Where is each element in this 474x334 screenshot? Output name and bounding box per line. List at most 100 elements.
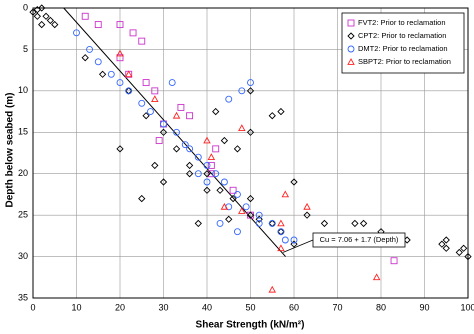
point bbox=[116, 145, 124, 153]
legend-marker bbox=[347, 19, 355, 27]
y-tick-label: 10 bbox=[18, 85, 28, 95]
point bbox=[233, 145, 242, 153]
y-tick-label: 20 bbox=[18, 168, 28, 178]
point bbox=[233, 190, 241, 198]
point bbox=[129, 29, 137, 37]
point bbox=[290, 236, 298, 244]
y-tick-label: 0 bbox=[23, 2, 28, 12]
point bbox=[246, 128, 255, 136]
x-tick-label: 50 bbox=[245, 302, 255, 312]
point bbox=[442, 236, 450, 244]
point bbox=[185, 170, 194, 178]
point bbox=[98, 70, 107, 78]
y-tick-label: 35 bbox=[18, 292, 28, 302]
point bbox=[277, 107, 285, 116]
point bbox=[172, 145, 181, 153]
point bbox=[390, 257, 398, 265]
point bbox=[159, 128, 168, 136]
point bbox=[207, 170, 215, 178]
point bbox=[246, 211, 255, 219]
point bbox=[194, 170, 202, 178]
legend-label: FVT2: Prior to reclamation bbox=[358, 18, 446, 27]
point bbox=[277, 228, 285, 236]
point bbox=[38, 20, 46, 29]
point bbox=[29, 8, 37, 16]
y-tick-label: 5 bbox=[23, 44, 28, 54]
point bbox=[116, 54, 124, 62]
point bbox=[51, 20, 59, 29]
point bbox=[238, 207, 246, 214]
annotation-box bbox=[312, 232, 406, 248]
annotation: Cu = 7.06 + 1.7 (Depth) bbox=[320, 235, 399, 244]
x-tick-label: 60 bbox=[289, 302, 299, 312]
point bbox=[212, 107, 220, 116]
point bbox=[168, 79, 176, 87]
legend-box bbox=[341, 12, 465, 74]
point bbox=[277, 244, 285, 252]
x-tick-label: 80 bbox=[376, 302, 386, 312]
point bbox=[255, 211, 263, 219]
point bbox=[216, 219, 224, 227]
point bbox=[225, 215, 233, 223]
point bbox=[455, 248, 463, 257]
legend-marker bbox=[347, 58, 355, 65]
point bbox=[238, 124, 246, 131]
point bbox=[233, 228, 241, 236]
x-tick-label: 90 bbox=[419, 302, 429, 312]
point bbox=[220, 202, 229, 210]
point bbox=[229, 186, 237, 194]
y-tick-label: 15 bbox=[18, 127, 28, 137]
point bbox=[142, 79, 150, 87]
point bbox=[81, 12, 89, 20]
point bbox=[124, 70, 133, 78]
annotation-arrow bbox=[282, 239, 314, 253]
point bbox=[212, 170, 220, 178]
point bbox=[94, 21, 102, 29]
point bbox=[138, 194, 146, 203]
point bbox=[107, 70, 115, 78]
point bbox=[203, 136, 211, 144]
point bbox=[42, 12, 50, 20]
point bbox=[207, 153, 216, 160]
point bbox=[86, 45, 94, 53]
point bbox=[303, 202, 311, 210]
plot-frame bbox=[32, 7, 469, 299]
point bbox=[116, 79, 124, 87]
point bbox=[320, 219, 329, 228]
point bbox=[125, 87, 133, 95]
point bbox=[185, 161, 194, 170]
point bbox=[194, 219, 202, 228]
x-tick-label: 40 bbox=[202, 302, 212, 312]
point bbox=[246, 87, 255, 95]
point bbox=[203, 186, 211, 194]
point bbox=[372, 273, 381, 281]
point bbox=[38, 4, 46, 12]
point bbox=[138, 37, 146, 45]
point bbox=[46, 16, 55, 25]
point bbox=[151, 87, 159, 95]
point bbox=[186, 145, 194, 153]
point bbox=[81, 54, 89, 62]
point bbox=[138, 99, 146, 107]
point bbox=[255, 215, 263, 223]
x-tick-label: 100 bbox=[460, 302, 474, 312]
point bbox=[442, 244, 450, 252]
point bbox=[203, 161, 211, 169]
point bbox=[351, 219, 359, 228]
y-axis-title: Depth below seabed (m) bbox=[5, 92, 16, 207]
point bbox=[212, 145, 220, 153]
legend-marker bbox=[347, 45, 355, 53]
point bbox=[268, 219, 276, 227]
point bbox=[73, 29, 80, 37]
point bbox=[268, 285, 277, 293]
point bbox=[277, 219, 285, 227]
point bbox=[246, 194, 255, 203]
point bbox=[151, 161, 159, 170]
point bbox=[290, 178, 298, 186]
point bbox=[160, 120, 167, 128]
x-axis-title: Shear Strength (kN/m²) bbox=[196, 320, 305, 331]
point bbox=[303, 211, 311, 219]
legend-label: SBPT2: Prior to reclamation bbox=[358, 57, 451, 66]
point bbox=[242, 203, 250, 211]
